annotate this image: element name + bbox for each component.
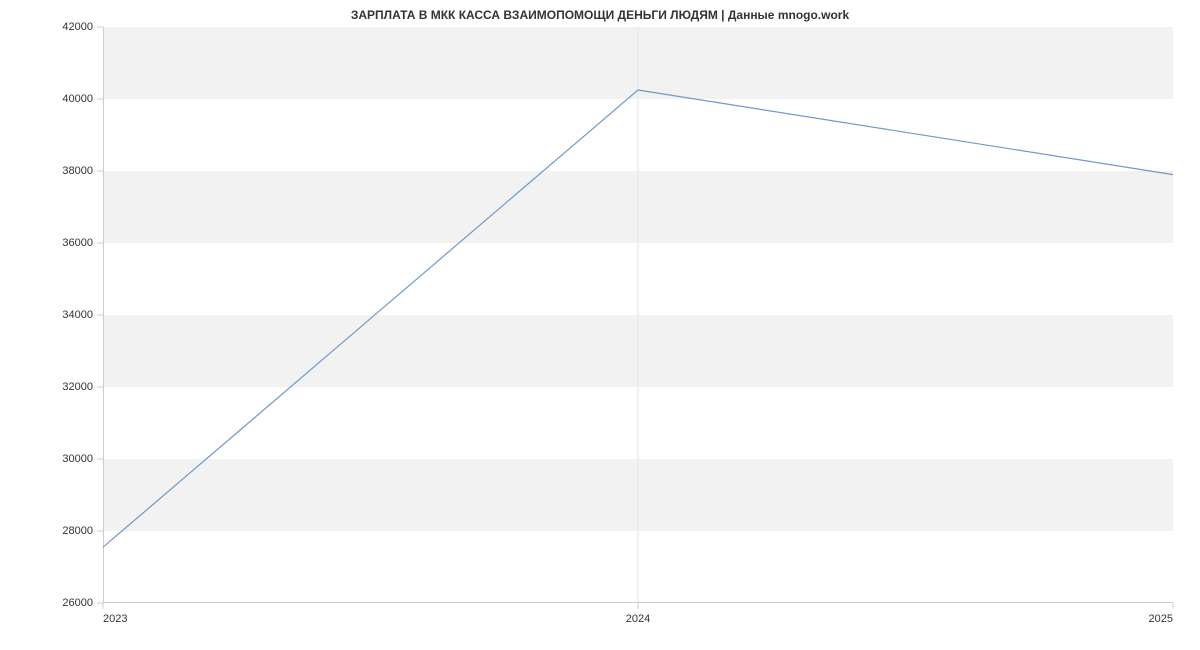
y-tick-label: 30000: [62, 453, 93, 465]
y-tick-label: 34000: [62, 309, 93, 321]
y-tick-label: 28000: [62, 525, 93, 537]
chart-plot-area: [103, 27, 1173, 603]
y-tick-label: 32000: [62, 381, 93, 393]
y-tick-label: 40000: [62, 93, 93, 105]
x-tick-label: 2024: [618, 613, 658, 625]
x-tick-label: 2025: [1113, 613, 1173, 625]
y-tick-label: 26000: [62, 597, 93, 609]
y-tick-label: 38000: [62, 165, 93, 177]
x-tick-label: 2023: [103, 613, 163, 625]
chart-svg: [103, 27, 1173, 603]
chart-title: ЗАРПЛАТА В МКК КАССА ВЗАИМОПОМОЩИ ДЕНЬГИ…: [0, 8, 1200, 22]
y-tick-label: 42000: [62, 21, 93, 33]
y-tick-label: 36000: [62, 237, 93, 249]
